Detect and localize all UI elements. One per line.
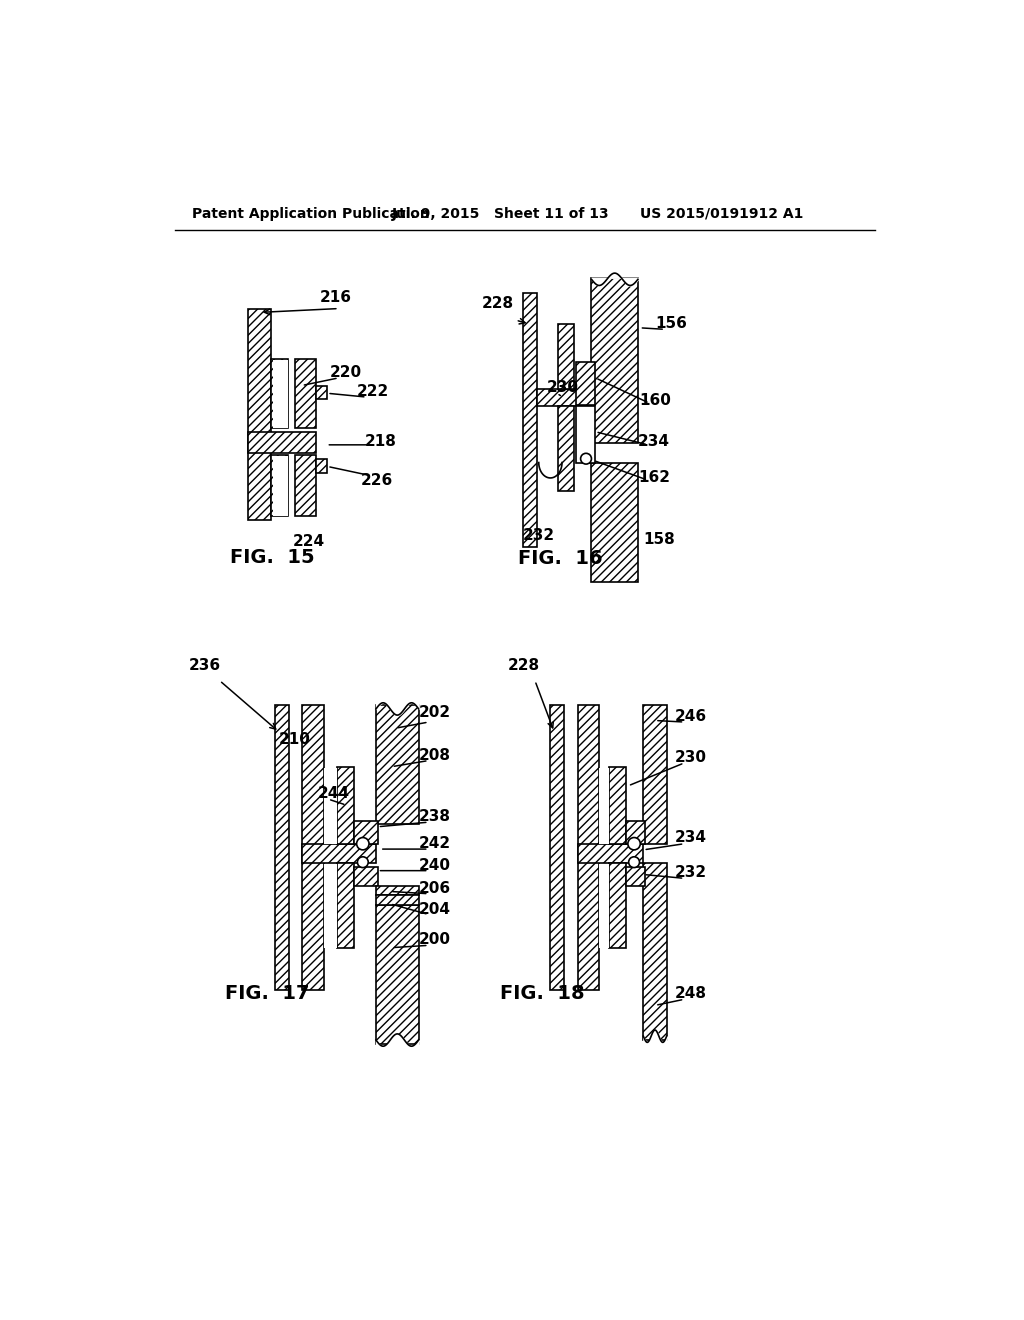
- Bar: [337, 863, 354, 948]
- Bar: [275, 705, 289, 990]
- Text: 228: 228: [481, 296, 513, 310]
- Text: 208: 208: [419, 747, 451, 763]
- Bar: [538, 389, 592, 407]
- Bar: [324, 768, 337, 843]
- Bar: [626, 821, 645, 843]
- Text: 236: 236: [188, 657, 220, 673]
- Text: 158: 158: [643, 532, 675, 546]
- Bar: [599, 768, 608, 843]
- Text: 238: 238: [419, 809, 451, 824]
- Circle shape: [581, 453, 592, 465]
- Bar: [608, 767, 626, 843]
- Bar: [643, 863, 667, 1040]
- Text: 222: 222: [356, 384, 389, 399]
- Bar: [295, 455, 316, 516]
- Text: 232: 232: [523, 528, 555, 544]
- Bar: [324, 865, 337, 948]
- Text: FIG.  15: FIG. 15: [230, 548, 315, 566]
- Bar: [354, 821, 378, 843]
- Text: 246: 246: [675, 709, 707, 725]
- Bar: [316, 459, 328, 473]
- Bar: [575, 407, 595, 462]
- Text: 242: 242: [419, 836, 451, 851]
- Bar: [608, 863, 626, 948]
- Bar: [558, 407, 573, 491]
- Bar: [592, 277, 638, 444]
- Bar: [376, 705, 419, 825]
- Text: 156: 156: [655, 317, 687, 331]
- Bar: [626, 867, 645, 886]
- Text: 228: 228: [508, 657, 540, 673]
- Text: 160: 160: [640, 393, 672, 408]
- Bar: [575, 363, 595, 405]
- Bar: [295, 359, 316, 428]
- Text: 230: 230: [547, 380, 579, 396]
- Bar: [578, 843, 643, 863]
- Bar: [302, 705, 324, 990]
- Bar: [316, 385, 328, 400]
- Bar: [550, 705, 564, 990]
- Bar: [273, 457, 289, 516]
- Text: FIG.  16: FIG. 16: [518, 549, 602, 569]
- Text: 162: 162: [638, 470, 670, 486]
- Text: 226: 226: [360, 473, 393, 488]
- Text: 200: 200: [419, 932, 451, 948]
- Text: FIG.  17: FIG. 17: [225, 985, 309, 1003]
- Text: 224: 224: [293, 535, 326, 549]
- Text: Patent Application Publication: Patent Application Publication: [191, 207, 429, 220]
- Text: 232: 232: [675, 866, 707, 880]
- Text: FIG.  18: FIG. 18: [500, 985, 585, 1003]
- Text: 204: 204: [419, 902, 451, 916]
- Text: 220: 220: [330, 364, 361, 380]
- Circle shape: [629, 857, 640, 867]
- Text: 248: 248: [675, 986, 707, 1002]
- Bar: [376, 906, 419, 1044]
- Bar: [354, 867, 378, 886]
- Text: Jul. 9, 2015   Sheet 11 of 13: Jul. 9, 2015 Sheet 11 of 13: [391, 207, 609, 220]
- Bar: [376, 886, 419, 895]
- Bar: [592, 462, 638, 582]
- Bar: [578, 705, 599, 990]
- Bar: [643, 705, 667, 843]
- Bar: [248, 432, 316, 453]
- Text: 218: 218: [365, 434, 396, 449]
- Text: 244: 244: [317, 787, 350, 801]
- Text: 240: 240: [419, 858, 451, 873]
- Bar: [599, 865, 608, 948]
- Bar: [271, 455, 289, 516]
- Text: 202: 202: [419, 705, 451, 721]
- Circle shape: [356, 837, 369, 850]
- Circle shape: [357, 857, 369, 867]
- Bar: [523, 293, 538, 548]
- Text: US 2015/0191912 A1: US 2015/0191912 A1: [640, 207, 803, 220]
- Circle shape: [628, 837, 640, 850]
- Bar: [302, 843, 376, 863]
- Text: 234: 234: [638, 434, 670, 449]
- Text: 206: 206: [419, 880, 451, 896]
- Bar: [273, 360, 289, 428]
- Text: 234: 234: [675, 830, 707, 845]
- Text: 216: 216: [321, 289, 352, 305]
- Text: 230: 230: [675, 750, 707, 766]
- Text: 210: 210: [280, 733, 311, 747]
- Bar: [558, 323, 573, 389]
- Bar: [248, 309, 271, 520]
- Bar: [271, 359, 289, 428]
- Bar: [337, 767, 354, 843]
- Bar: [376, 895, 419, 904]
